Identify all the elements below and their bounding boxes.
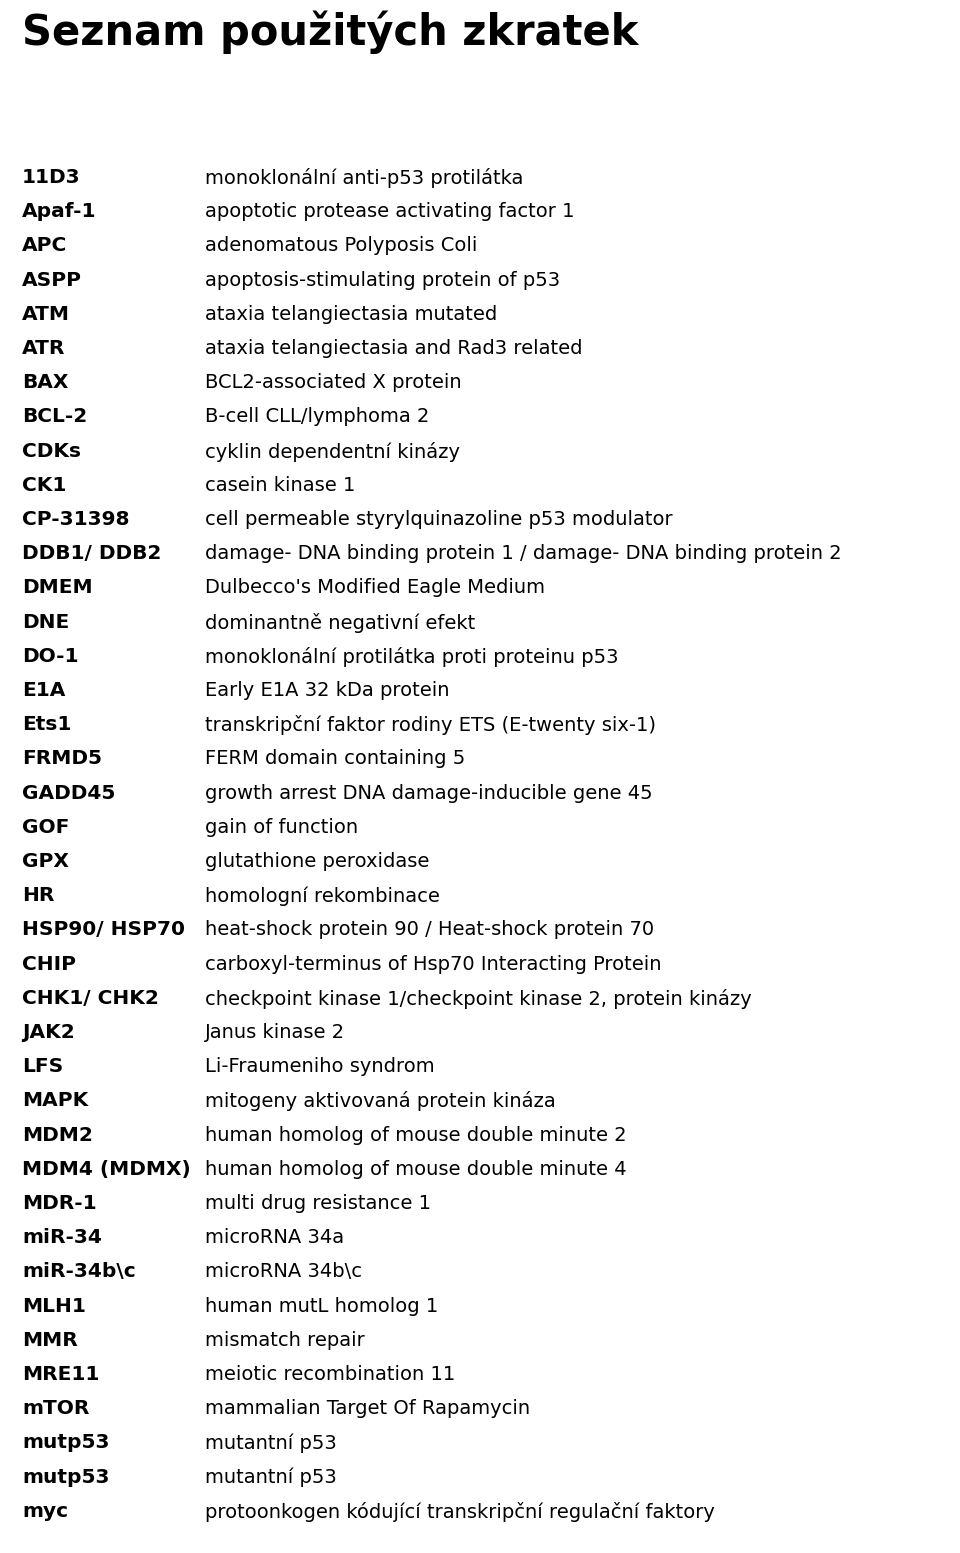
Text: mutp53: mutp53: [22, 1433, 109, 1452]
Text: ATM: ATM: [22, 304, 70, 323]
Text: Janus kinase 2: Janus kinase 2: [205, 1023, 346, 1042]
Text: carboxyl-terminus of Hsp70 Interacting Protein: carboxyl-terminus of Hsp70 Interacting P…: [205, 955, 661, 974]
Text: casein kinase 1: casein kinase 1: [205, 475, 355, 495]
Text: cell permeable styrylquinazoline p53 modulator: cell permeable styrylquinazoline p53 mod…: [205, 509, 673, 530]
Text: MDM4 (MDMX): MDM4 (MDMX): [22, 1160, 191, 1179]
Text: JAK2: JAK2: [22, 1023, 75, 1042]
Text: CP-31398: CP-31398: [22, 509, 130, 530]
Text: ASPP: ASPP: [22, 270, 82, 289]
Text: microRNA 34a: microRNA 34a: [205, 1228, 344, 1247]
Text: DNE: DNE: [22, 612, 69, 632]
Text: mTOR: mTOR: [22, 1399, 89, 1418]
Text: monoklonální protilátka proti proteinu p53: monoklonální protilátka proti proteinu p…: [205, 646, 618, 666]
Text: B-cell CLL/lymphoma 2: B-cell CLL/lymphoma 2: [205, 407, 429, 427]
Text: multi drug resistance 1: multi drug resistance 1: [205, 1194, 431, 1213]
Text: heat-shock protein 90 / Heat-shock protein 70: heat-shock protein 90 / Heat-shock prote…: [205, 921, 654, 940]
Text: Apaf-1: Apaf-1: [22, 202, 97, 221]
Text: cyklin dependentní kinázy: cyklin dependentní kinázy: [205, 441, 460, 461]
Text: gain of function: gain of function: [205, 818, 358, 837]
Text: APC: APC: [22, 236, 67, 255]
Text: MRE11: MRE11: [22, 1365, 100, 1384]
Text: FERM domain containing 5: FERM domain containing 5: [205, 750, 466, 769]
Text: E1A: E1A: [22, 682, 65, 700]
Text: apoptotic protease activating factor 1: apoptotic protease activating factor 1: [205, 202, 574, 221]
Text: dominantně negativní efekt: dominantně negativní efekt: [205, 612, 475, 632]
Text: growth arrest DNA damage-inducible gene 45: growth arrest DNA damage-inducible gene …: [205, 784, 653, 803]
Text: ataxia telangiectasia mutated: ataxia telangiectasia mutated: [205, 304, 497, 323]
Text: ataxia telangiectasia and Rad3 related: ataxia telangiectasia and Rad3 related: [205, 339, 583, 359]
Text: GOF: GOF: [22, 818, 69, 837]
Text: Early E1A 32 kDa protein: Early E1A 32 kDa protein: [205, 682, 449, 700]
Text: miR-34b\c: miR-34b\c: [22, 1263, 135, 1281]
Text: meiotic recombination 11: meiotic recombination 11: [205, 1365, 455, 1384]
Text: microRNA 34b\c: microRNA 34b\c: [205, 1263, 362, 1281]
Text: DO-1: DO-1: [22, 646, 79, 666]
Text: Seznam použitých zkratek: Seznam použitých zkratek: [22, 9, 638, 53]
Text: FRMD5: FRMD5: [22, 750, 102, 769]
Text: damage- DNA binding protein 1 / damage- DNA binding protein 2: damage- DNA binding protein 1 / damage- …: [205, 544, 842, 564]
Text: MLH1: MLH1: [22, 1297, 85, 1315]
Text: MAPK: MAPK: [22, 1092, 88, 1110]
Text: checkpoint kinase 1/checkpoint kinase 2, protein kinázy: checkpoint kinase 1/checkpoint kinase 2,…: [205, 989, 752, 1009]
Text: human homolog of mouse double minute 2: human homolog of mouse double minute 2: [205, 1126, 627, 1145]
Text: human homolog of mouse double minute 4: human homolog of mouse double minute 4: [205, 1160, 627, 1179]
Text: ATR: ATR: [22, 339, 65, 359]
Text: HSP90/ HSP70: HSP90/ HSP70: [22, 921, 185, 940]
Text: mismatch repair: mismatch repair: [205, 1331, 365, 1350]
Text: apoptosis-stimulating protein of p53: apoptosis-stimulating protein of p53: [205, 270, 560, 289]
Text: glutathione peroxidase: glutathione peroxidase: [205, 853, 429, 871]
Text: LFS: LFS: [22, 1058, 63, 1076]
Text: MMR: MMR: [22, 1331, 78, 1350]
Text: myc: myc: [22, 1502, 68, 1520]
Text: MDM2: MDM2: [22, 1126, 93, 1145]
Text: BAX: BAX: [22, 373, 68, 393]
Text: 11D3: 11D3: [22, 168, 81, 186]
Text: GADD45: GADD45: [22, 784, 115, 803]
Text: GPX: GPX: [22, 853, 69, 871]
Text: DDB1/ DDB2: DDB1/ DDB2: [22, 544, 161, 564]
Text: human mutL homolog 1: human mutL homolog 1: [205, 1297, 439, 1315]
Text: mammalian Target Of Rapamycin: mammalian Target Of Rapamycin: [205, 1399, 530, 1418]
Text: miR-34: miR-34: [22, 1228, 102, 1247]
Text: HR: HR: [22, 887, 55, 905]
Text: protoonkogen kódující transkripční regulační faktory: protoonkogen kódující transkripční regul…: [205, 1502, 715, 1522]
Text: adenomatous Polyposis Coli: adenomatous Polyposis Coli: [205, 236, 477, 255]
Text: mutp53: mutp53: [22, 1468, 109, 1486]
Text: monoklonální anti-p53 protilátka: monoklonální anti-p53 protilátka: [205, 168, 523, 188]
Text: Li-Fraumeniho syndrom: Li-Fraumeniho syndrom: [205, 1058, 435, 1076]
Text: Ets1: Ets1: [22, 716, 71, 735]
Text: CDKs: CDKs: [22, 441, 81, 461]
Text: BCL-2: BCL-2: [22, 407, 87, 427]
Text: CHK1/ CHK2: CHK1/ CHK2: [22, 989, 158, 1008]
Text: mutantní p53: mutantní p53: [205, 1433, 337, 1454]
Text: BCL2-associated X protein: BCL2-associated X protein: [205, 373, 462, 393]
Text: homologní rekombinace: homologní rekombinace: [205, 887, 440, 905]
Text: DMEM: DMEM: [22, 578, 92, 598]
Text: mutantní p53: mutantní p53: [205, 1468, 337, 1488]
Text: MDR-1: MDR-1: [22, 1194, 97, 1213]
Text: mitogeny aktivovaná protein kináza: mitogeny aktivovaná protein kináza: [205, 1092, 556, 1112]
Text: Dulbecco's Modified Eagle Medium: Dulbecco's Modified Eagle Medium: [205, 578, 545, 598]
Text: CK1: CK1: [22, 475, 66, 495]
Text: CHIP: CHIP: [22, 955, 76, 974]
Text: transkripční faktor rodiny ETS (E-twenty six-1): transkripční faktor rodiny ETS (E-twenty…: [205, 716, 656, 735]
